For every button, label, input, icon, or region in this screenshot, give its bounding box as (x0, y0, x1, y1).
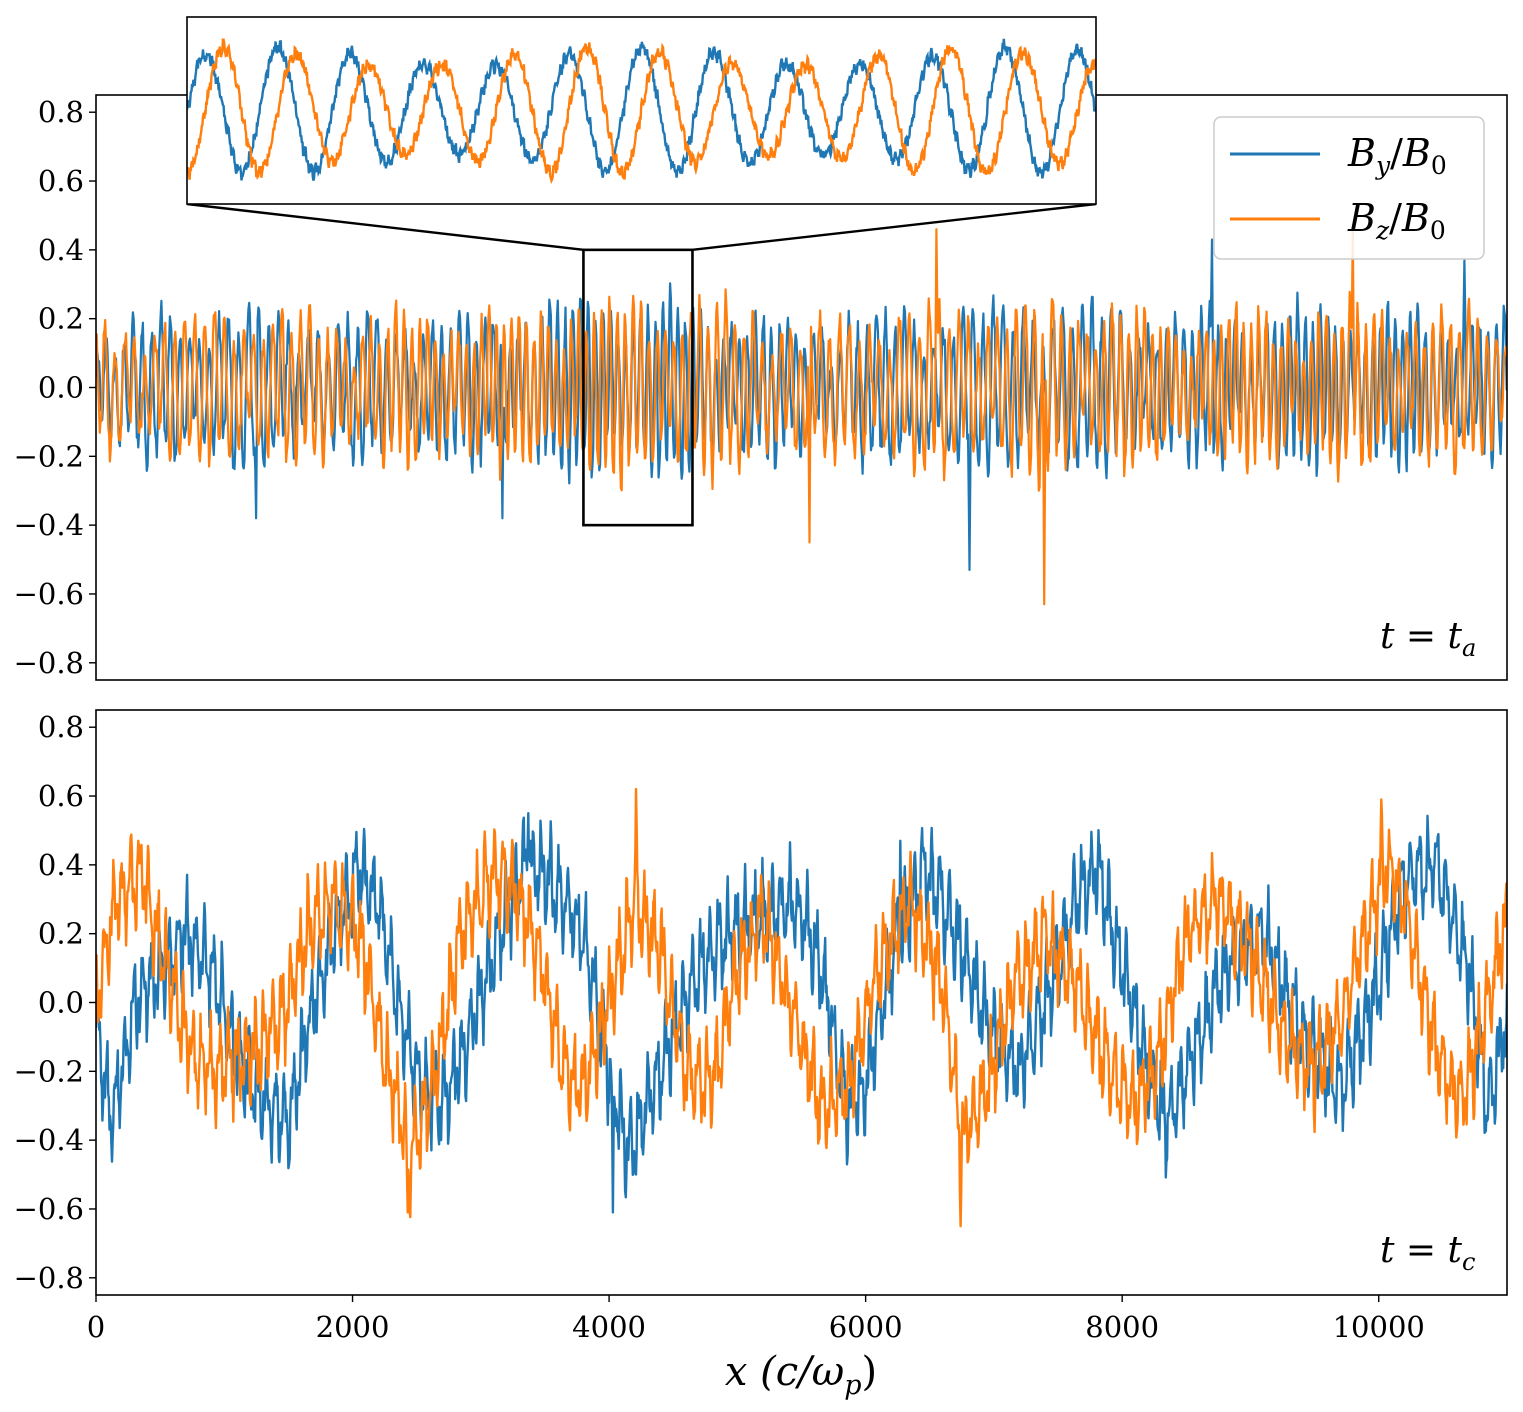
bottom-xtick-label: 6000 (829, 1310, 903, 1344)
bottom-ytick-label: 0.6 (38, 779, 84, 813)
bottom-ytick-label: 0.8 (38, 710, 84, 744)
bottom-plot-frame (95, 709, 1508, 1296)
bottom-ytick-label: −0.8 (14, 1261, 84, 1295)
top-series-line-bz (96, 224, 1507, 606)
zoom-connector-right (692, 202, 1097, 252)
bottom-xtick-label: 0 (87, 1310, 105, 1344)
bottom-xtick-label: 4000 (572, 1310, 646, 1344)
top-ytick-label: 0.8 (38, 95, 84, 129)
bottom-xtick-label: 8000 (1085, 1310, 1159, 1344)
bottom-series-layer (96, 787, 1507, 1228)
bottom-ytick-label: 0.0 (38, 986, 84, 1020)
top-ytick-label: −0.6 (14, 577, 84, 611)
bottom-series-line-bz (96, 787, 1507, 1228)
top-ytick-label: −0.2 (14, 439, 84, 473)
bottom-xtick-label: 2000 (316, 1310, 390, 1344)
zoom-region-box (582, 248, 694, 527)
bottom-ytick-label: 0.2 (38, 917, 84, 951)
bottom-y-axis: −0.8 −0.6 −0.4 −0.2 0.0 0.2 0.4 0.6 0.8 (14, 710, 96, 1295)
time-annotation-bottom: t = tc (1380, 1230, 1475, 1276)
bottom-ytick-label: 0.4 (38, 848, 84, 882)
top-series-layer (96, 224, 1507, 606)
bottom-panel: −0.8 −0.6 −0.4 −0.2 0.0 0.2 0.4 0.6 0.8 0 2000 400… (14, 709, 1508, 1401)
bottom-xtick-label: 10000 (1333, 1310, 1425, 1344)
top-panel: −0.8 −0.6 −0.4 −0.2 0.0 0.2 0.4 0.6 0.8 By/B0 Bz… (14, 16, 1508, 681)
top-y-axis: −0.8 −0.6 −0.4 −0.2 0.0 0.2 0.4 0.6 0.8 (14, 95, 96, 680)
inset-series-line-by (187, 38, 1096, 181)
bottom-x-axis: 0 2000 4000 6000 8000 10000 (87, 1295, 1425, 1344)
top-ytick-label: 0.6 (38, 164, 84, 198)
top-ytick-label: 0.2 (38, 302, 84, 336)
inset-series-line-bz (187, 38, 1096, 184)
bottom-ytick-label: −0.6 (14, 1192, 84, 1226)
zoom-connector-left (186, 202, 584, 252)
legend-label-by: By/B0 (1347, 131, 1447, 180)
legend: By/B0 Bz/B0 (1213, 116, 1485, 260)
inset-series-layer (187, 38, 1096, 184)
inset-plot (186, 16, 1097, 205)
x-axis-title: x (c/ωp) (725, 1349, 877, 1401)
legend-label-bz: Bz/B0 (1347, 196, 1446, 245)
bottom-series-line-by (96, 812, 1507, 1214)
time-annotation-top: t = ta (1380, 616, 1476, 662)
top-ytick-label: −0.4 (14, 508, 84, 542)
bottom-ytick-label: −0.2 (14, 1054, 84, 1088)
bottom-ytick-label: −0.4 (14, 1123, 84, 1157)
top-ytick-label: 0.4 (38, 233, 84, 267)
top-ytick-label: 0.0 (38, 371, 84, 405)
inset-frame (186, 16, 1097, 205)
top-ytick-label: −0.8 (14, 646, 84, 680)
